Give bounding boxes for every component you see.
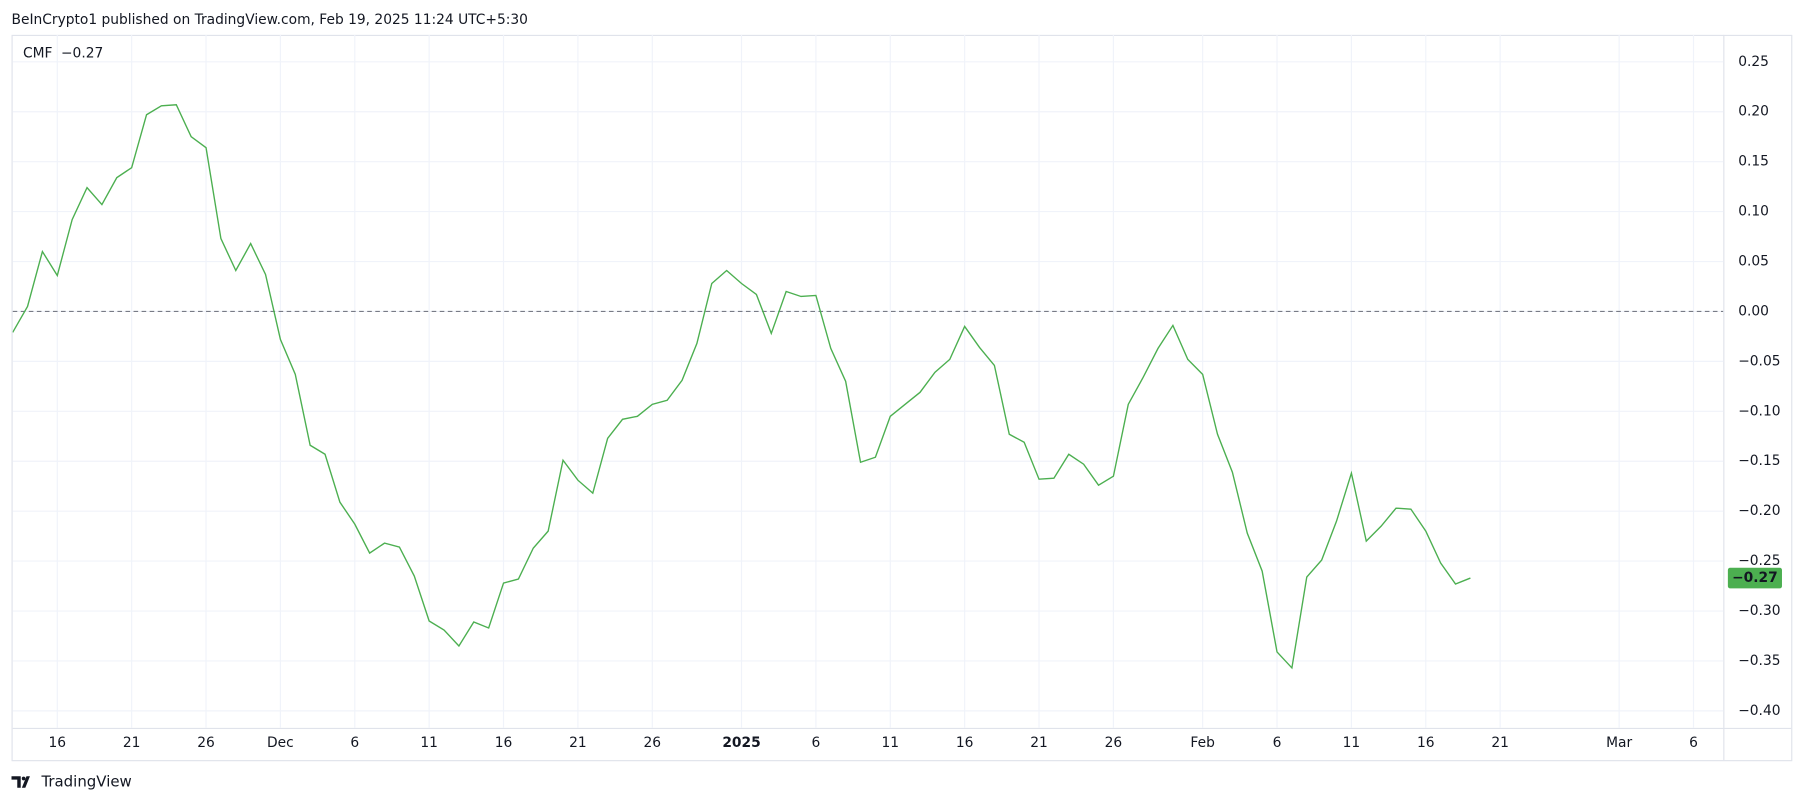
y-tick-label: 0.05 bbox=[1738, 254, 1769, 270]
x-tick-label: 26 bbox=[1105, 735, 1123, 751]
x-tick-label: 26 bbox=[197, 735, 215, 751]
x-tick-label: 26 bbox=[643, 735, 661, 751]
x-tick-label: 6 bbox=[812, 735, 821, 751]
chart-frame bbox=[11, 34, 1793, 762]
x-tick-label: 6 bbox=[1273, 735, 1282, 751]
x-tick-label: 6 bbox=[1689, 735, 1698, 751]
y-tick-label: 0.25 bbox=[1738, 54, 1769, 70]
labels: 0.25 0.20 0.15 0.10 0.05 0.00 −0.05 −0.10 −0.15 −… bbox=[49, 54, 1782, 751]
x-tick-label: 11 bbox=[881, 735, 899, 751]
x-tick-label: Dec bbox=[267, 735, 294, 751]
x-tick-label: 2025 bbox=[722, 735, 760, 751]
x-tick-label: 6 bbox=[350, 735, 359, 751]
x-tick-label: 16 bbox=[49, 735, 67, 751]
price-label-bg bbox=[1727, 567, 1782, 589]
y-tick-label: −0.05 bbox=[1738, 353, 1780, 369]
x-tick-label: 16 bbox=[1417, 735, 1435, 751]
cmf-line bbox=[12, 104, 1471, 670]
x-tick-label: 11 bbox=[1343, 735, 1361, 751]
x-tick-label: Mar bbox=[1606, 735, 1632, 751]
y-tick-label: 0.20 bbox=[1738, 104, 1769, 120]
x-tick-label: 16 bbox=[495, 735, 513, 751]
footer-logo bbox=[11, 776, 30, 788]
y-tick-label: −0.20 bbox=[1738, 503, 1780, 519]
x-tick-label: Feb bbox=[1190, 735, 1214, 751]
y-tick-label: 0.00 bbox=[1738, 303, 1769, 319]
x-tick-label: 11 bbox=[420, 735, 438, 751]
legend-name: CMF bbox=[23, 45, 53, 61]
legend-value: −0.27 bbox=[61, 45, 103, 61]
y-tick-label: −0.10 bbox=[1738, 403, 1780, 419]
y-tick-label: −0.35 bbox=[1738, 653, 1780, 669]
plot bbox=[12, 104, 1724, 670]
x-tick-label: 21 bbox=[123, 735, 141, 751]
y-tick-label: −0.30 bbox=[1738, 603, 1780, 619]
y-tick-label: −0.25 bbox=[1738, 553, 1780, 569]
x-tick-label: 21 bbox=[569, 735, 587, 751]
price-label: −0.27 bbox=[1732, 570, 1778, 586]
y-tick-label: 0.15 bbox=[1738, 154, 1769, 170]
grid bbox=[12, 34, 1724, 728]
header: BeInCrypto1 published on TradingView.com… bbox=[12, 12, 528, 28]
x-tick-label: 21 bbox=[1030, 735, 1048, 751]
x-tick-label: 21 bbox=[1491, 735, 1509, 751]
y-tick-label: −0.40 bbox=[1738, 703, 1780, 719]
x-tick-label: 16 bbox=[956, 735, 974, 751]
y-tick-label: −0.15 bbox=[1738, 453, 1780, 469]
footer: TradingView bbox=[40, 772, 131, 790]
y-tick-label: 0.10 bbox=[1738, 204, 1769, 220]
